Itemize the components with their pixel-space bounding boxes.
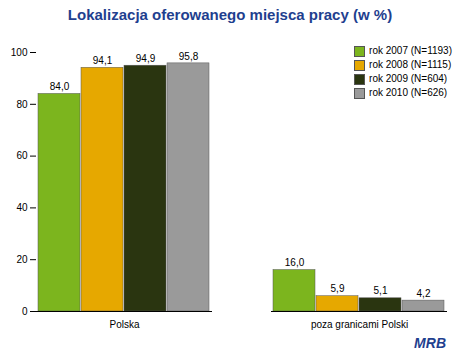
- svg-text:4,2: 4,2: [417, 288, 431, 299]
- svg-text:20: 20: [16, 254, 28, 265]
- html-text:rok 2010 (N=626): rok 2010 (N=626): [369, 87, 448, 98]
- svg-text:80: 80: [16, 99, 28, 110]
- svg-text:5,9: 5,9: [331, 283, 345, 294]
- svg-text:95,8: 95,8: [179, 51, 199, 62]
- html-text:rok 2009 (N=604): rok 2009 (N=604): [369, 73, 448, 84]
- svg-text:100: 100: [11, 47, 28, 58]
- svg-text:60: 60: [16, 150, 28, 161]
- svg-text:94,9: 94,9: [136, 53, 156, 64]
- html-text:Lokalizacja oferowanego miejsc: Lokalizacja oferowanego miejsca pracy (w…: [67, 6, 393, 23]
- svg-text:84,0: 84,0: [50, 81, 70, 92]
- svg-text:poza granicami Polski: poza granicami Polski: [311, 319, 408, 330]
- svg-text:0: 0: [22, 306, 28, 317]
- svg-text:Polska: Polska: [109, 319, 139, 330]
- svg-text:16,0: 16,0: [285, 257, 305, 268]
- html-text:rok 2007 (N=1193): rok 2007 (N=1193): [369, 45, 452, 56]
- svg-text:94,1: 94,1: [93, 55, 113, 66]
- svg-text:5,1: 5,1: [374, 285, 388, 296]
- html-text:MRB: MRB: [414, 335, 446, 351]
- svg-text:40: 40: [16, 202, 28, 213]
- html-text:rok 2008 (N=1115): rok 2008 (N=1115): [369, 59, 452, 70]
